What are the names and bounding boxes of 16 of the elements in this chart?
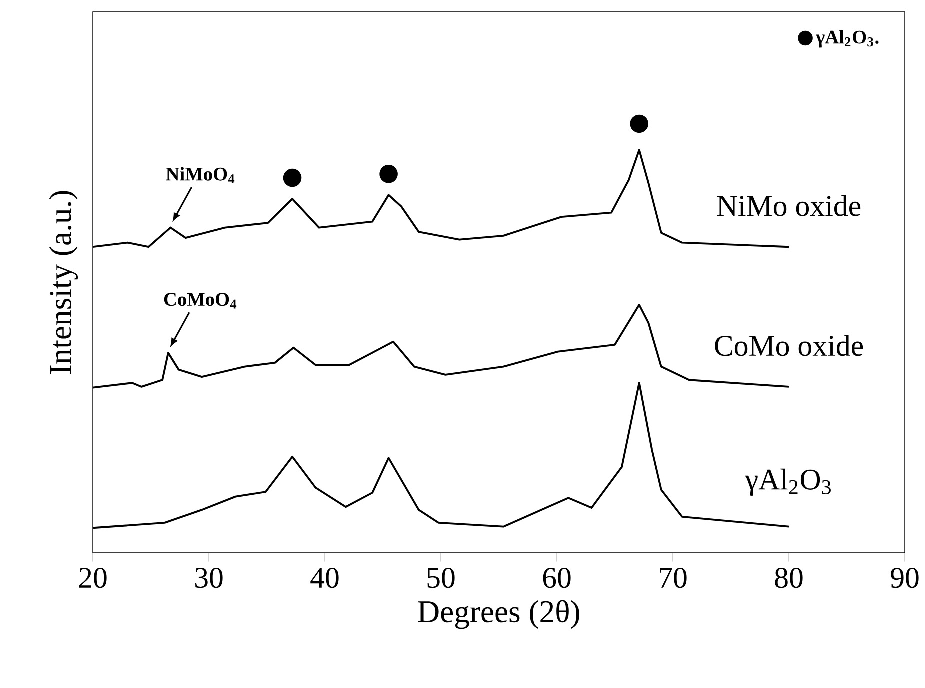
x-tick-label: 50 [428, 568, 455, 588]
x-tick-label: 60 [543, 568, 571, 588]
x-axis-title: Degrees (2θ) [418, 600, 580, 630]
x-tick-label: 80 [775, 568, 803, 588]
annotation: CoMoO$_{4}$ [164, 293, 237, 309]
x-tick-label: 40 [310, 568, 339, 588]
x-tick-label: 70 [660, 568, 687, 588]
series-label: γAl$_{2}$O$_{3}$ [745, 468, 831, 496]
x-tick-label: 30 [195, 568, 223, 588]
series-label: NiMo oxide [717, 195, 861, 216]
x-tick-label: 90 [891, 568, 919, 588]
legend-label: γAl$_{2}$O$_{3}$. [816, 30, 879, 48]
series-label: CoMo oxide [715, 335, 864, 356]
x-tick-label: 20 [79, 568, 107, 588]
annotation: NiMoO$_{4}$ [166, 167, 235, 184]
y-axis-title: Intensity (a.u.) [49, 191, 78, 374]
